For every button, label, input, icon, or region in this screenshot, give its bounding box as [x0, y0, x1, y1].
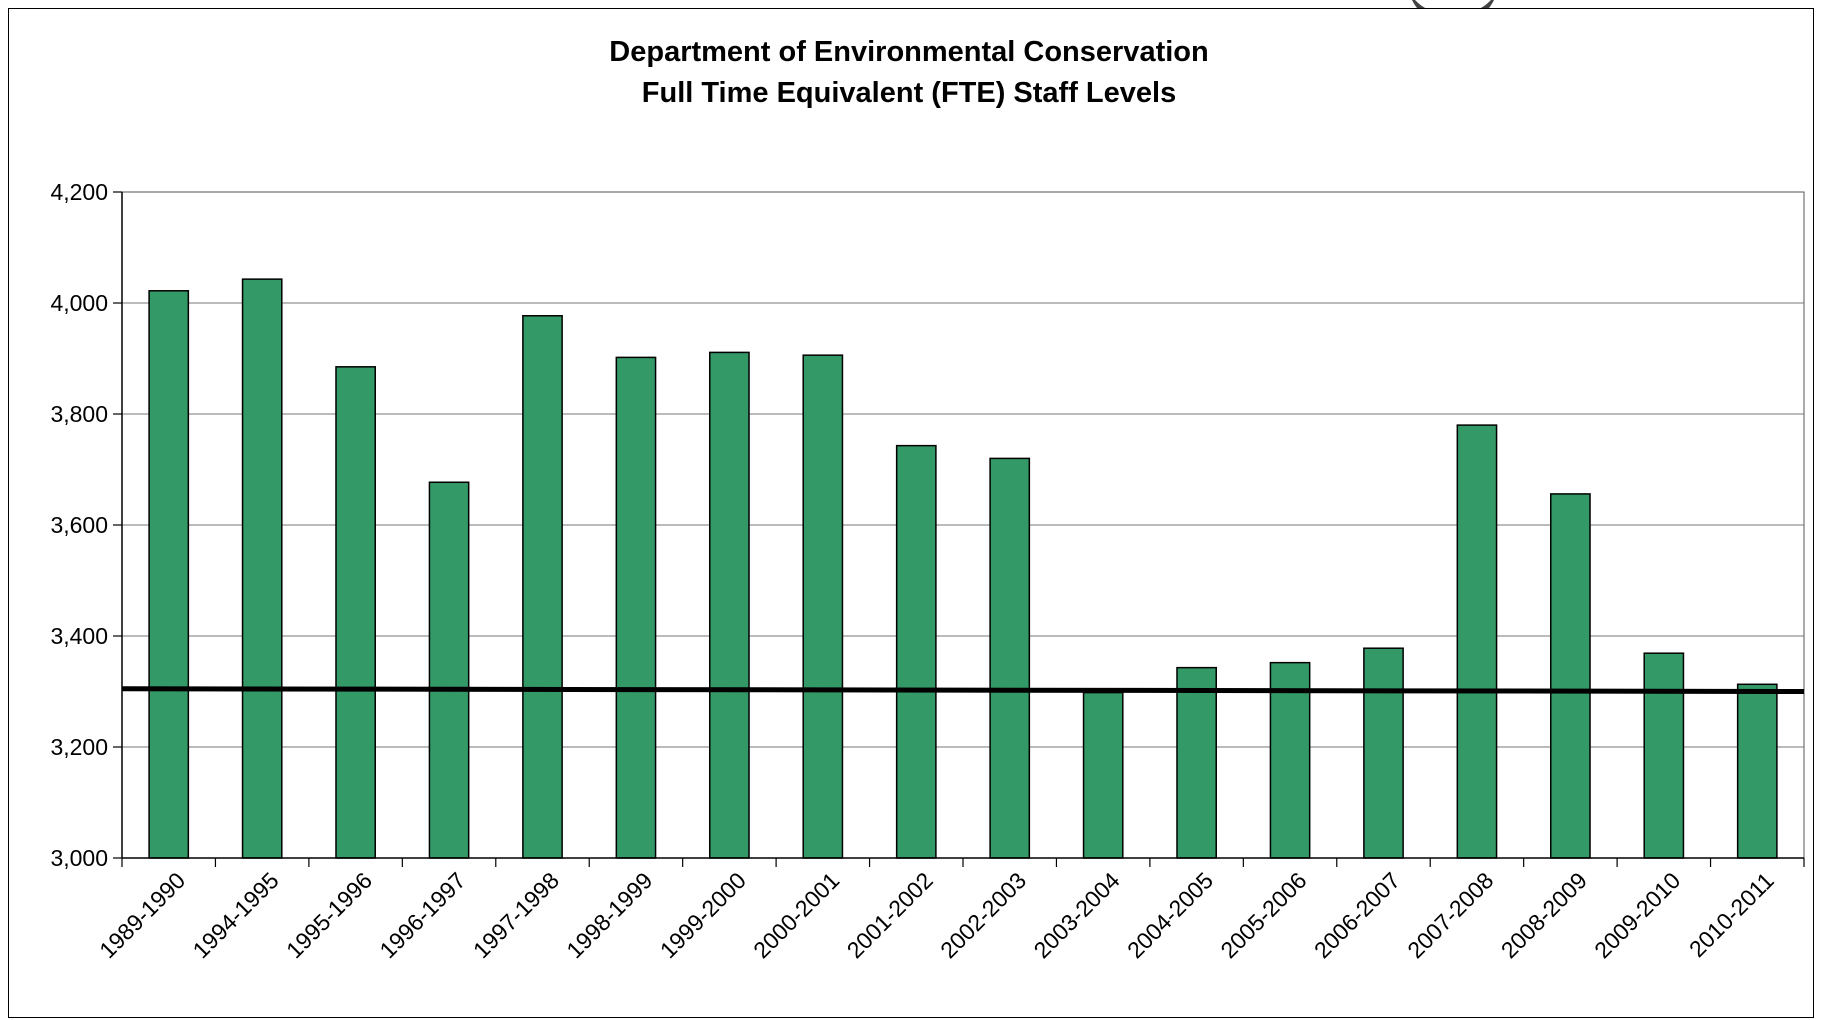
x-tick-labels: 1989-19901994-19951995-19961996-19971997… [94, 867, 1779, 963]
reference-line [121, 686, 1805, 694]
bar [522, 315, 563, 859]
bar [241, 278, 283, 859]
bar [1456, 424, 1498, 859]
y-tick-label: 3,200 [50, 734, 108, 760]
x-tick-label: 1989-1990 [94, 867, 190, 963]
bar [1736, 683, 1778, 859]
bar-chart: Department of Environmental Conservation… [50, 36, 1805, 963]
bar [615, 356, 657, 859]
chart-title-line-1: Department of Environmental Conservation [609, 36, 1208, 68]
y-tick-label: 3,400 [50, 623, 108, 649]
x-tick-label: 2001-2002 [842, 867, 938, 963]
x-tick-label: 2003-2004 [1029, 867, 1125, 963]
y-tick-label: 3,800 [50, 401, 108, 427]
bar [335, 366, 376, 859]
chart-frame: Department of Environmental Conservation… [8, 8, 1814, 1018]
bar [1082, 691, 1124, 859]
x-tick-label: 2009-2010 [1589, 867, 1685, 963]
x-tick-label: 1998-1999 [561, 867, 657, 963]
reference-lines [121, 686, 1805, 694]
y-tick-label: 3,000 [50, 845, 108, 871]
x-tick-label: 2000-2001 [748, 867, 844, 963]
bar [428, 481, 470, 859]
y-tick-label: 4,000 [50, 290, 108, 316]
x-tick-label: 2006-2007 [1309, 867, 1405, 963]
x-tick-label: 1999-2000 [655, 867, 751, 963]
bar [989, 457, 1031, 859]
axes [113, 191, 1805, 867]
gridlines [121, 191, 1805, 859]
bar [148, 290, 190, 859]
chart-title-line-2: Full Time Equivalent (FTE) Staff Levels [642, 77, 1176, 109]
x-tick-label: 1994-1995 [188, 867, 284, 963]
x-tick-label: 2005-2006 [1215, 867, 1311, 963]
x-tick-label: 2004-2005 [1122, 867, 1218, 963]
y-tick-labels: 3,000 3,200 3,400 3,600 3,800 4,000 4,200 [50, 179, 108, 871]
x-tick-label: 1997-1998 [468, 867, 564, 963]
x-tick-label: 2008-2009 [1496, 867, 1592, 963]
y-tick-label: 3,600 [50, 512, 108, 538]
bar [1176, 666, 1217, 859]
x-tick-label: 2010-2011 [1684, 867, 1779, 962]
x-tick-label: 1995-1996 [281, 867, 377, 963]
bar [1643, 652, 1685, 859]
bar [709, 351, 750, 859]
bar [895, 444, 937, 859]
x-tick-label: 2002-2003 [935, 867, 1031, 963]
bar [1363, 647, 1404, 859]
bar [1550, 493, 1591, 859]
y-tick-label: 4,200 [50, 179, 108, 205]
x-tick-label: 2007-2008 [1402, 867, 1498, 963]
x-tick-label: 1996-1997 [374, 867, 470, 963]
bar [802, 354, 844, 859]
bars [148, 278, 1778, 859]
bar [1269, 661, 1311, 859]
